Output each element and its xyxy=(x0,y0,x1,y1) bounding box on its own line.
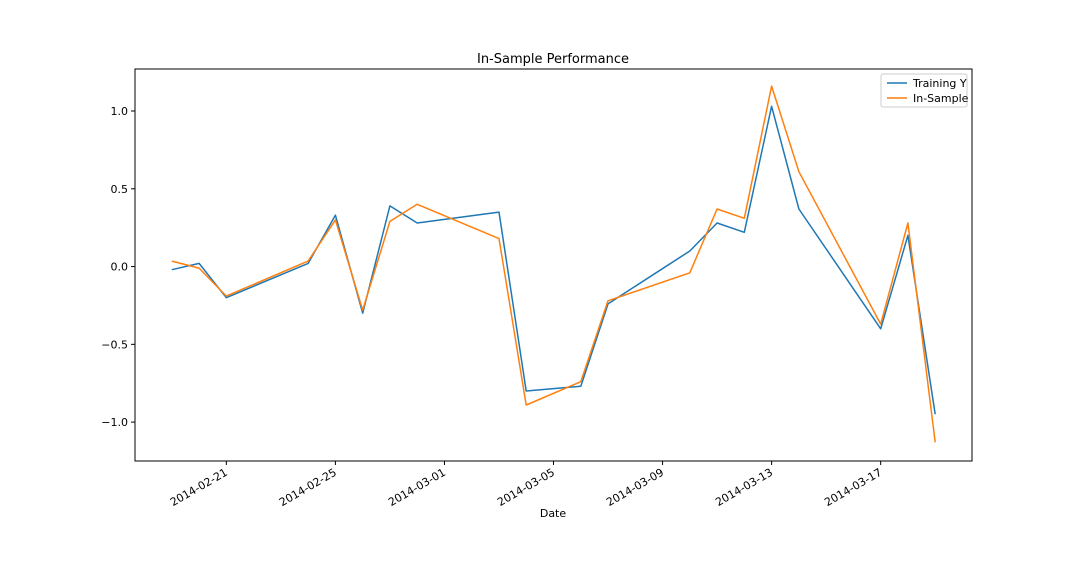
x-tick-label: 2014-03-09 xyxy=(604,466,666,509)
legend-entry-training-y: Training Y xyxy=(912,77,967,90)
x-tick-label: 2014-02-25 xyxy=(277,466,339,509)
chart-title: In-Sample Performance xyxy=(477,52,629,67)
y-axis: 1.0 0.5 0.0 −0.5 −1.0 xyxy=(101,105,135,429)
plot-frame xyxy=(134,68,973,462)
x-tick-label: 2014-03-01 xyxy=(386,466,448,509)
y-tick-label: 0.5 xyxy=(111,183,129,196)
y-tick-label: −1.0 xyxy=(101,416,128,429)
x-axis-label: Date xyxy=(540,507,567,520)
y-tick-label: 0.0 xyxy=(111,261,129,274)
x-tick-label: 2014-03-17 xyxy=(822,466,884,509)
legend-entry-in-sample: In-Sample xyxy=(913,92,969,105)
y-tick-label: −0.5 xyxy=(101,338,128,351)
series-line-training-y xyxy=(171,105,936,415)
legend: Training Y In-Sample xyxy=(880,73,969,108)
series-line-in-sample xyxy=(171,85,936,443)
y-tick-label: 1.0 xyxy=(111,105,129,118)
x-axis: 2014-02-21 2014-02-25 2014-03-01 2014-03-05… xyxy=(168,461,884,509)
x-tick-label: 2014-03-05 xyxy=(495,466,557,509)
x-tick-label: 2014-03-13 xyxy=(713,466,775,509)
x-tick-label: 2014-02-21 xyxy=(168,466,230,509)
plot-area xyxy=(171,85,936,443)
